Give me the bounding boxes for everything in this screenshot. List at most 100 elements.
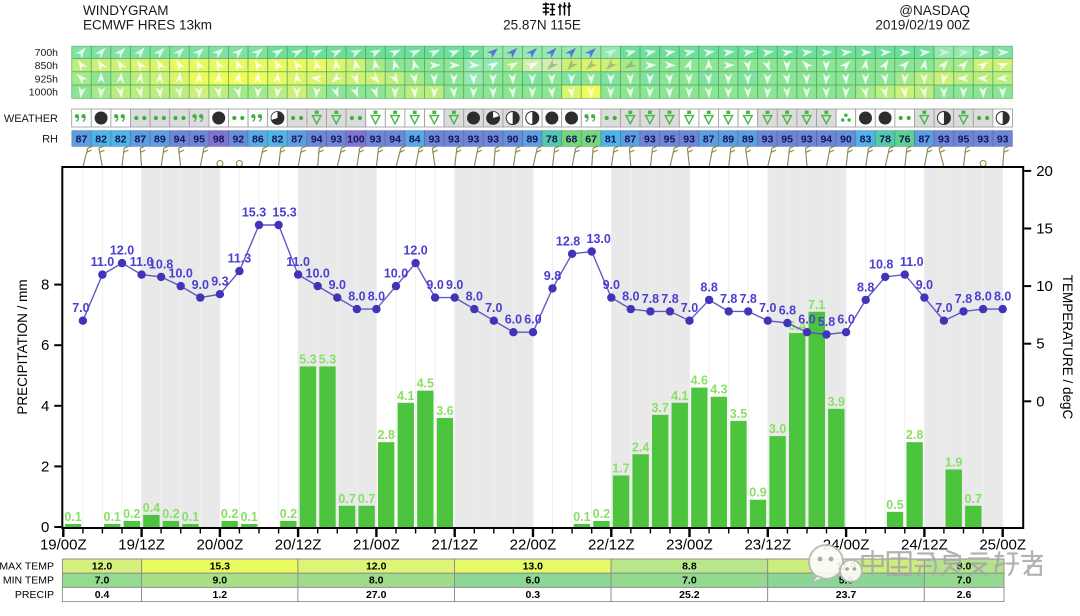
svg-text:83: 83 — [860, 134, 872, 146]
svg-text:10.8: 10.8 — [149, 257, 173, 271]
svg-text:0.1: 0.1 — [573, 510, 590, 524]
svg-text:7.0: 7.0 — [72, 301, 89, 315]
svg-text:PRECIP: PRECIP — [15, 589, 54, 601]
svg-text:6.0: 6.0 — [524, 313, 541, 327]
svg-text:@NASDAQ: @NASDAQ — [899, 3, 970, 18]
svg-text:0.2: 0.2 — [221, 507, 238, 521]
svg-text:89: 89 — [722, 134, 734, 146]
svg-text:90: 90 — [507, 134, 519, 146]
svg-text:11.3: 11.3 — [228, 252, 252, 266]
svg-text:93: 93 — [448, 134, 460, 146]
svg-text:8.0: 8.0 — [369, 575, 384, 587]
svg-text:0.5: 0.5 — [886, 498, 903, 512]
svg-text:6.0: 6.0 — [505, 313, 522, 327]
svg-text:10: 10 — [1036, 278, 1053, 295]
svg-text:22/12Z: 22/12Z — [588, 537, 635, 554]
svg-text:TEMPERATURE / degC: TEMPERATURE / degC — [1060, 275, 1075, 420]
svg-text:8.8: 8.8 — [682, 560, 697, 572]
svg-text:94: 94 — [174, 134, 186, 146]
svg-text:8.8: 8.8 — [857, 280, 874, 294]
svg-text:7.8: 7.8 — [661, 292, 678, 306]
svg-text:4.6: 4.6 — [691, 374, 708, 388]
svg-text:93: 93 — [762, 134, 774, 146]
svg-text:23/12Z: 23/12Z — [744, 537, 791, 554]
svg-text:6.0: 6.0 — [837, 313, 854, 327]
svg-text:0.4: 0.4 — [95, 589, 110, 601]
svg-text:20/00Z: 20/00Z — [197, 537, 244, 554]
svg-text:1.7: 1.7 — [612, 462, 629, 476]
svg-text:1.2: 1.2 — [212, 589, 227, 601]
svg-text:12.0: 12.0 — [110, 244, 134, 258]
svg-text:4.5: 4.5 — [417, 377, 434, 391]
svg-text:4.1: 4.1 — [671, 389, 688, 403]
svg-text:93: 93 — [977, 134, 989, 146]
svg-text:20: 20 — [1036, 163, 1053, 180]
svg-text:25.2: 25.2 — [679, 589, 700, 601]
svg-text:25/00Z: 25/00Z — [979, 537, 1026, 554]
svg-text:8.0: 8.0 — [974, 290, 991, 304]
svg-text:89: 89 — [154, 134, 166, 146]
svg-text:9.0: 9.0 — [212, 575, 227, 587]
svg-text:9.0: 9.0 — [192, 278, 209, 292]
svg-text:93: 93 — [468, 134, 480, 146]
svg-text:9.0: 9.0 — [916, 278, 933, 292]
svg-text:8.0: 8.0 — [994, 290, 1011, 304]
svg-text:8.0: 8.0 — [622, 290, 639, 304]
svg-text:0.7: 0.7 — [338, 492, 355, 506]
svg-text:10.8: 10.8 — [869, 257, 893, 271]
svg-text:0.7: 0.7 — [358, 492, 375, 506]
svg-text:2.4: 2.4 — [632, 440, 649, 454]
svg-text:7.0: 7.0 — [759, 301, 776, 315]
svg-text:93: 93 — [370, 134, 382, 146]
svg-text:700h: 700h — [35, 47, 59, 59]
svg-text:7.0: 7.0 — [935, 301, 952, 315]
svg-text:2.6: 2.6 — [957, 589, 972, 601]
svg-text:21/12Z: 21/12Z — [431, 537, 478, 554]
svg-text:23/00Z: 23/00Z — [666, 537, 713, 554]
svg-text:7.1: 7.1 — [808, 298, 825, 312]
svg-text:100: 100 — [347, 134, 365, 146]
svg-text:2: 2 — [41, 458, 49, 475]
svg-text:23.7: 23.7 — [836, 589, 857, 601]
svg-text:9.3: 9.3 — [211, 275, 228, 289]
svg-text:11.0: 11.0 — [130, 255, 154, 269]
svg-text:93: 93 — [644, 134, 656, 146]
svg-text:8.0: 8.0 — [348, 290, 365, 304]
svg-text:9.0: 9.0 — [329, 278, 346, 292]
svg-text:0: 0 — [1036, 393, 1044, 410]
svg-text:19/00Z: 19/00Z — [40, 537, 87, 554]
svg-text:82: 82 — [95, 134, 107, 146]
svg-text:19/12Z: 19/12Z — [118, 537, 165, 554]
svg-text:6.0: 6.0 — [525, 575, 540, 587]
svg-text:WEATHER: WEATHER — [4, 113, 58, 125]
svg-text:5.3: 5.3 — [319, 352, 336, 366]
svg-text:5.8: 5.8 — [818, 315, 835, 329]
svg-text:10.0: 10.0 — [384, 267, 408, 281]
svg-text:95: 95 — [664, 134, 676, 146]
svg-text:95: 95 — [958, 134, 970, 146]
svg-text:87: 87 — [134, 134, 146, 146]
svg-text:2.8: 2.8 — [906, 428, 923, 442]
svg-text:89: 89 — [526, 134, 538, 146]
svg-text:7.0: 7.0 — [485, 301, 502, 315]
svg-text:21/00Z: 21/00Z — [353, 537, 400, 554]
svg-text:11.0: 11.0 — [91, 255, 115, 269]
svg-text:3.7: 3.7 — [652, 401, 669, 415]
svg-text:94: 94 — [820, 134, 832, 146]
svg-text:95: 95 — [193, 134, 205, 146]
svg-text:4.3: 4.3 — [710, 383, 727, 397]
svg-text:13.0: 13.0 — [523, 560, 544, 572]
svg-text:10.0: 10.0 — [169, 267, 193, 281]
svg-text:93: 93 — [938, 134, 950, 146]
svg-text:0.1: 0.1 — [182, 510, 199, 524]
svg-text:93: 93 — [487, 134, 499, 146]
svg-text:0.1: 0.1 — [64, 510, 81, 524]
svg-text:2.8: 2.8 — [378, 428, 395, 442]
svg-text:98: 98 — [213, 134, 225, 146]
svg-text:0.2: 0.2 — [593, 507, 610, 521]
svg-text:6: 6 — [41, 337, 49, 354]
svg-text:3.0: 3.0 — [769, 422, 786, 436]
svg-text:13.0: 13.0 — [587, 232, 611, 246]
svg-text:0.4: 0.4 — [143, 501, 160, 515]
svg-text:0.2: 0.2 — [280, 507, 297, 521]
